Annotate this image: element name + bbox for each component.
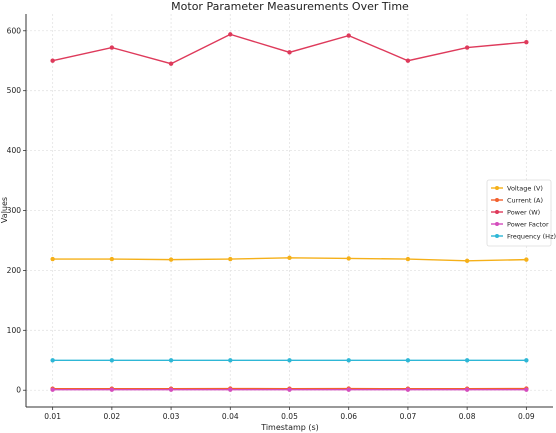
data-point — [464, 358, 470, 363]
legend-box — [486, 179, 552, 247]
legend-label: Frequency (Hz) — [507, 232, 556, 240]
legend-label: Power Factor — [507, 220, 549, 228]
y-tick-label: 600 — [7, 26, 22, 35]
data-point — [50, 387, 55, 392]
data-point — [168, 387, 174, 392]
legend-swatch-marker — [495, 186, 499, 190]
data-point — [109, 358, 115, 363]
legend-swatch-marker — [495, 198, 499, 202]
data-point — [50, 358, 55, 363]
data-point — [168, 61, 174, 66]
y-axis-label: Values — [0, 197, 9, 223]
y-tick-label: 500 — [7, 86, 22, 95]
series-2 — [50, 32, 529, 66]
y-tick-label: 0 — [16, 386, 21, 395]
data-point — [524, 39, 529, 45]
y-tick-label: 100 — [7, 326, 22, 335]
data-point — [287, 358, 292, 363]
data-point — [346, 256, 351, 261]
data-point — [346, 33, 351, 38]
data-point — [228, 387, 233, 392]
data-point — [168, 358, 174, 363]
data-point — [50, 58, 55, 63]
y-tick-label: 200 — [7, 266, 22, 275]
data-point — [346, 358, 351, 363]
y-tick-label: 400 — [7, 146, 22, 155]
data-point — [50, 256, 55, 262]
data-point — [464, 258, 470, 264]
legend: Voltage (V) Current (A) Power (W) Power Fac… — [486, 179, 556, 247]
data-point — [346, 387, 351, 392]
series-3 — [50, 387, 529, 392]
data-point — [405, 387, 411, 392]
legend-swatch-marker — [495, 222, 499, 226]
chart-title: Motor Parameter Measurements Over Time — [171, 0, 409, 13]
x-tick-label: 0.03 — [163, 412, 180, 421]
x-tick-label: 0.06 — [340, 412, 357, 421]
series-4 — [50, 358, 529, 363]
legend-swatch-marker — [495, 210, 499, 214]
data-point — [464, 387, 470, 392]
x-tick-label: 0.05 — [281, 412, 298, 421]
data-point — [524, 387, 529, 392]
data-point — [228, 32, 233, 37]
legend-label: Power (W) — [507, 208, 540, 216]
series-layer — [50, 32, 529, 392]
legend-swatch-marker — [495, 234, 499, 238]
data-point — [524, 358, 529, 363]
x-tick-label: 0.02 — [104, 412, 121, 421]
x-tick-label: 0.04 — [222, 412, 239, 421]
y-tick-label: 300 — [7, 206, 22, 215]
x-axis-label: Timestamp (s) — [260, 423, 319, 432]
data-point — [405, 58, 411, 63]
grid-lines — [26, 14, 553, 407]
data-point — [287, 255, 292, 261]
x-tick-label: 0.08 — [459, 412, 476, 421]
data-point — [287, 387, 292, 392]
legend-label: Current (A) — [507, 196, 543, 204]
data-point — [405, 256, 411, 262]
x-tick-label: 0.01 — [44, 412, 61, 421]
data-point — [168, 257, 174, 262]
data-point — [405, 358, 411, 363]
data-point — [109, 387, 115, 392]
data-point — [228, 256, 233, 262]
legend-label: Voltage (V) — [507, 184, 543, 192]
data-point — [524, 257, 529, 262]
data-point — [109, 45, 115, 50]
data-point — [109, 256, 115, 262]
data-point — [287, 50, 292, 55]
x-tick-label: 0.07 — [400, 412, 417, 421]
axes: 0.01 0.02 0.03 0.04 0.05 0.06 0.07 0.08 0.09 0 100… — [7, 14, 553, 421]
x-tick-label: 0.09 — [518, 412, 535, 421]
data-point — [464, 45, 470, 50]
series-0 — [50, 255, 529, 264]
data-point — [228, 358, 233, 363]
